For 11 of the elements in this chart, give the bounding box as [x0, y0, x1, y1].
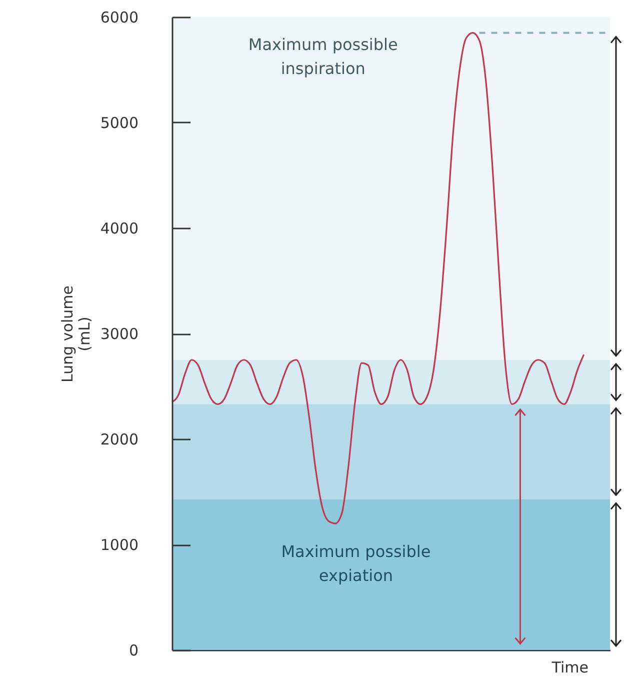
- y-tick-label: 4000: [100, 220, 138, 238]
- y-axis-title: Lung volume (mL): [58, 286, 94, 382]
- y-tick-label: 6000: [100, 8, 138, 26]
- annotation: Maximum possible inspiration: [248, 35, 398, 78]
- y-tick-label: 5000: [100, 114, 138, 132]
- y-tick-label: 3000: [100, 325, 138, 343]
- y-tick-label: 1000: [100, 536, 138, 554]
- x-axis-title: Time: [550, 658, 588, 676]
- y-tick-label: 0: [128, 642, 138, 660]
- y-tick-label: 2000: [100, 430, 138, 448]
- annotation: Maximum possible expiation: [281, 542, 431, 585]
